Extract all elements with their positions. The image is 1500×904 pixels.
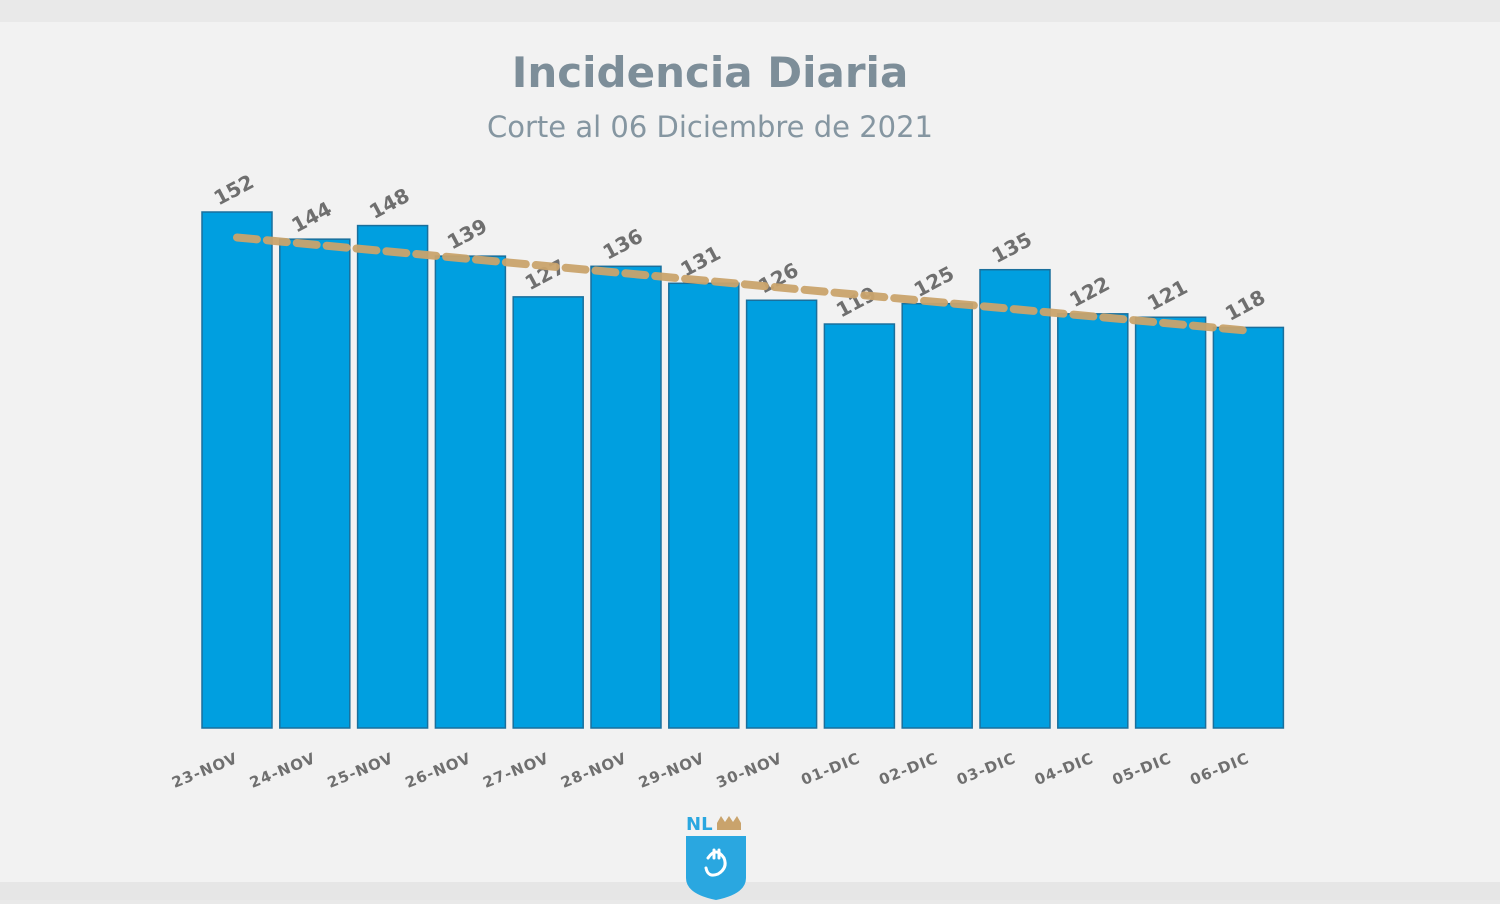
- value-label: 127: [521, 254, 569, 295]
- bar-05-dic: [1134, 316, 1207, 729]
- value-label: 119: [832, 281, 880, 322]
- logo: NL: [681, 814, 751, 900]
- trendline: [233, 233, 1253, 335]
- category-label: 04-DIC: [1032, 749, 1096, 789]
- bar-01-dic: [823, 323, 896, 729]
- value-label: 144: [287, 197, 335, 238]
- value-label: 139: [443, 214, 491, 255]
- crown-shield-icon: [686, 816, 746, 900]
- value-label: 136: [599, 224, 647, 265]
- value-label: 135: [988, 227, 1036, 268]
- category-label: 30-NOV: [714, 749, 785, 792]
- category-label: 25-NOV: [325, 749, 396, 792]
- bar-03-dic: [979, 268, 1051, 729]
- category-label: 05-DIC: [1110, 749, 1174, 789]
- category-label: 06-DIC: [1188, 749, 1252, 789]
- category-label: 26-NOV: [403, 749, 474, 792]
- category-label: 28-NOV: [558, 749, 629, 792]
- bar-25-nov: [356, 224, 429, 729]
- value-label: 148: [365, 183, 413, 224]
- category-label: 24-NOV: [247, 749, 318, 792]
- bar-24-nov: [279, 238, 351, 729]
- category-label: 23-NOV: [169, 749, 240, 792]
- bar-06-dic: [1212, 326, 1285, 729]
- bar-27-nov: [512, 296, 584, 729]
- category-label: 27-NOV: [480, 749, 551, 792]
- value-label: 125: [910, 261, 958, 302]
- bar-29-nov: [668, 282, 740, 729]
- category-label: 03-DIC: [954, 749, 1018, 789]
- category-label: 29-NOV: [636, 749, 707, 792]
- bar-23-nov: [201, 211, 273, 729]
- bar-26-nov: [434, 255, 507, 729]
- value-label: 121: [1143, 275, 1191, 316]
- bottom-band: [0, 882, 1500, 900]
- bar-04-dic: [1057, 313, 1129, 729]
- logo-text: NL: [686, 814, 713, 835]
- chart-title: Incidencia Diaria: [511, 48, 909, 97]
- bar-30-nov: [745, 299, 818, 729]
- category-label: 01-DIC: [799, 749, 863, 789]
- bar-02-dic: [901, 302, 973, 729]
- value-label: 152: [210, 169, 258, 210]
- value-label: 122: [1065, 271, 1113, 312]
- category-label: 02-DIC: [876, 749, 940, 789]
- bar-28-nov: [590, 265, 662, 729]
- chart-subtitle: Corte al 06 Diciembre de 2021: [486, 110, 934, 144]
- value-label: 118: [1221, 285, 1269, 326]
